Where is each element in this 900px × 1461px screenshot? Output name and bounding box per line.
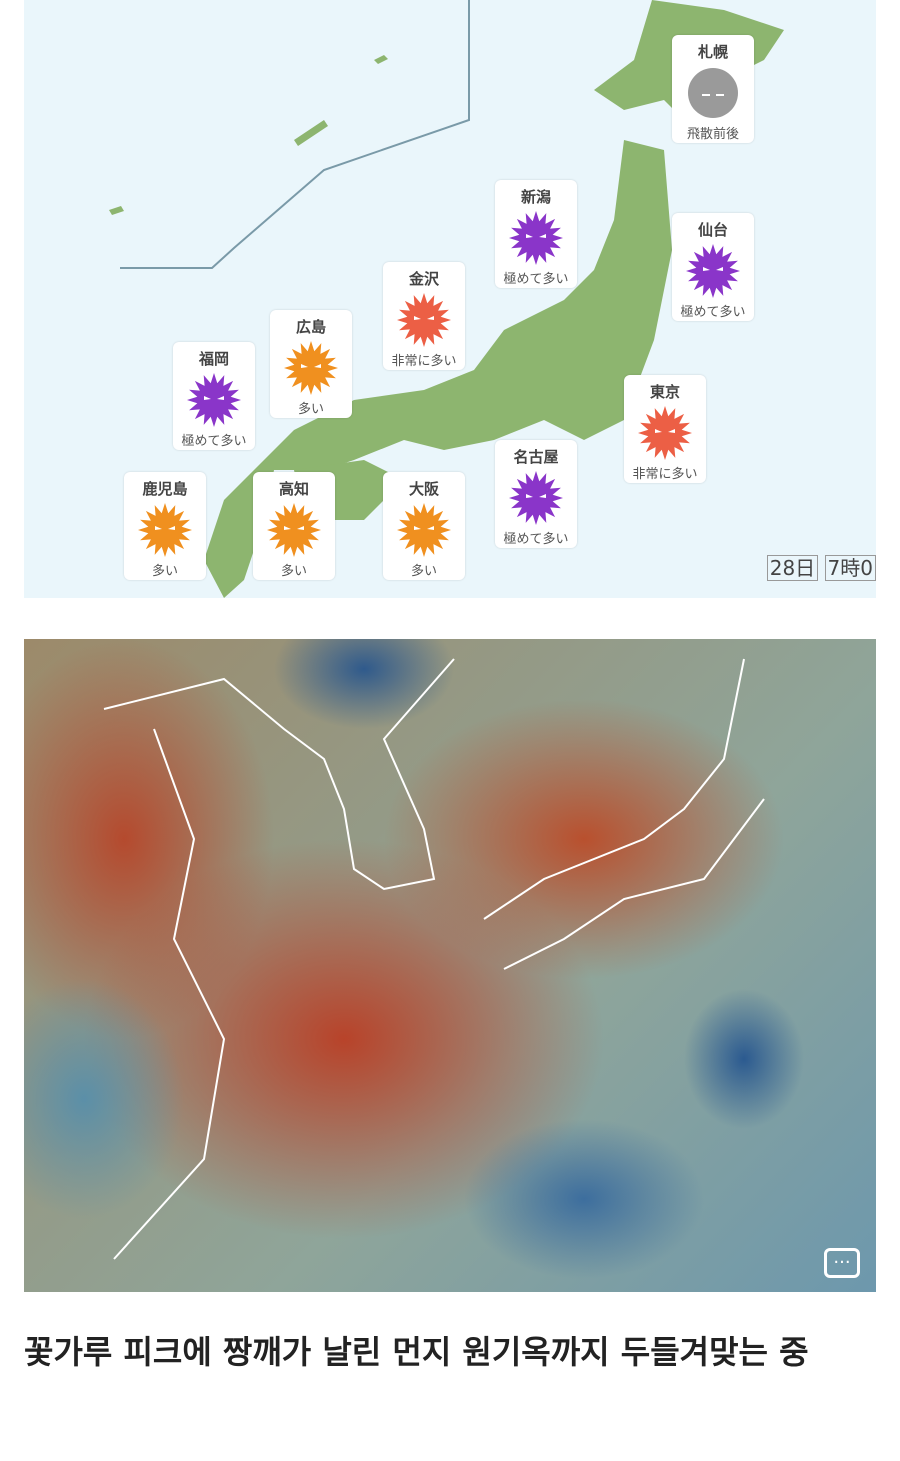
city-name: 東京 [649, 383, 680, 401]
pollen-map: 札幌 飛散前後 新潟 極めて多い 仙台 極めて多い 金沢 非常に多い 広島 多い 福岡 極めて多い 東京… [24, 0, 876, 598]
orange-virus-icon [138, 503, 192, 557]
city-name: 福岡 [198, 350, 229, 368]
city-card[interactable]: 仙台 極めて多い [672, 213, 754, 321]
wind-dust-map: ··· [24, 639, 876, 1292]
city-card[interactable]: 東京 非常に多い [624, 375, 706, 483]
purple-virus-icon [187, 373, 241, 427]
city-card[interactable]: 高知 多い [253, 472, 335, 580]
purple-virus-icon [509, 471, 563, 525]
time-label[interactable]: 7時0 [824, 555, 876, 581]
red-virus-icon [638, 406, 692, 460]
timestamp: 28日 7時0 [766, 552, 876, 581]
city-name: 大阪 [408, 480, 439, 498]
orange-virus-icon [397, 503, 451, 557]
pollen-level: 極めて多い [680, 305, 746, 320]
city-name: 新潟 [520, 188, 551, 206]
article-caption: 꽃가루 피크에 짱깨가 날린 먼지 원기옥까지 두들겨맞는 중 [24, 1333, 809, 1371]
city-name: 札幌 [697, 43, 728, 61]
city-card[interactable]: 鹿児島 多い [124, 472, 206, 580]
city-name: 高知 [278, 480, 309, 498]
pollen-level: 飛散前後 [686, 127, 739, 142]
pollen-level: 多い [151, 564, 178, 579]
orange-virus-icon [267, 503, 321, 557]
city-card[interactable]: 札幌 飛散前後 [672, 35, 754, 143]
city-name: 広島 [295, 318, 326, 336]
red-virus-icon [397, 293, 451, 347]
city-card[interactable]: 大阪 多い [383, 472, 465, 580]
orange-virus-icon [284, 341, 338, 395]
date-label: 28日 [766, 555, 819, 581]
city-card[interactable]: 広島 多い [270, 310, 352, 418]
city-card[interactable]: 金沢 非常に多い [383, 262, 465, 370]
pollen-level: 多い [410, 564, 437, 579]
pollen-level: 非常に多い [632, 467, 698, 482]
city-name: 金沢 [408, 270, 439, 288]
pollen-level: 多い [280, 564, 307, 579]
purple-virus-icon [509, 211, 563, 265]
pollen-level: 非常に多い [391, 354, 457, 369]
city-card[interactable]: 新潟 極めて多い [495, 180, 577, 288]
city-name: 名古屋 [513, 448, 559, 466]
gray-face-icon [688, 68, 738, 118]
purple-virus-icon [686, 244, 740, 298]
pollen-level: 極めて多い [181, 434, 247, 449]
city-name: 鹿児島 [142, 480, 188, 498]
chat-bubble-icon[interactable]: ··· [824, 1248, 860, 1278]
pollen-level: 極めて多い [503, 532, 569, 547]
pollen-level: 多い [297, 402, 324, 417]
coastlines [103, 658, 765, 1260]
city-name: 仙台 [697, 221, 728, 239]
pollen-level: 極めて多い [503, 272, 569, 287]
city-card[interactable]: 名古屋 極めて多い [495, 440, 577, 548]
city-card[interactable]: 福岡 極めて多い [173, 342, 255, 450]
